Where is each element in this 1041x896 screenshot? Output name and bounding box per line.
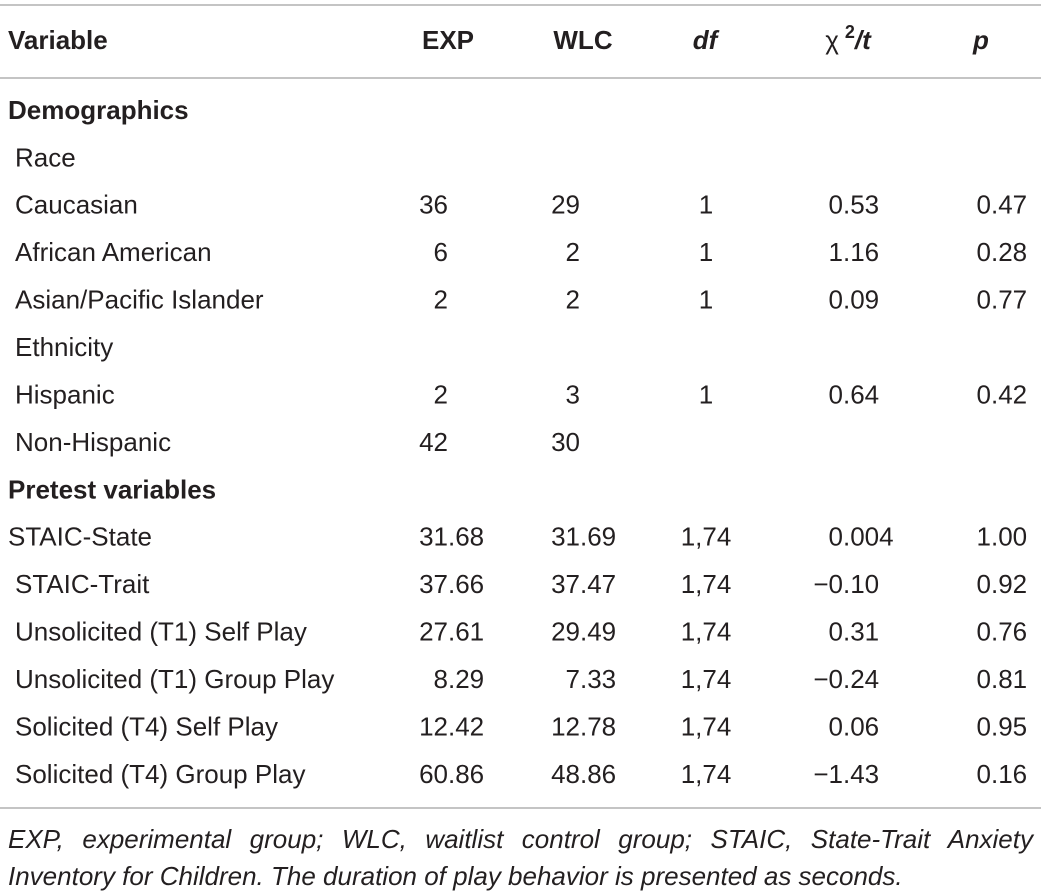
- cell: 0.92: [977, 569, 1028, 599]
- row-label: Solicited (T4) Self Play: [15, 711, 278, 741]
- row-label: Hispanic: [15, 379, 115, 409]
- section-label: Pretest variables: [8, 474, 216, 504]
- row-label: Unsolicited (T1) Self Play: [15, 617, 307, 647]
- cell: 1: [699, 285, 713, 315]
- header-cell: χ 2/t: [825, 22, 872, 55]
- row-label: Ethnicity: [15, 332, 113, 362]
- cell: 2: [434, 285, 448, 315]
- cell: 12.42: [419, 711, 484, 741]
- cell: 6: [434, 237, 448, 267]
- cell: 37.47: [551, 569, 616, 599]
- cell: 0.64: [829, 379, 880, 409]
- cell: 60.86: [419, 759, 484, 789]
- cell: 0.76: [977, 617, 1028, 647]
- row-label: Asian/Pacific Islander: [15, 285, 264, 315]
- cell: 8.29: [434, 664, 485, 694]
- cell: 1.00: [977, 522, 1028, 552]
- cell: 0.004: [829, 522, 894, 552]
- header-cell: p: [972, 25, 989, 55]
- cell: 1,74: [681, 569, 732, 599]
- header-superscript: 2: [845, 22, 855, 42]
- cell: 1,74: [681, 759, 732, 789]
- row-label: Caucasian: [15, 190, 138, 220]
- cell: 29.49: [551, 617, 616, 647]
- cell: 2: [434, 379, 448, 409]
- cell: 1,74: [681, 617, 732, 647]
- row-label: Race: [15, 142, 76, 172]
- cell: 0.42: [977, 379, 1028, 409]
- row-label: Solicited (T4) Group Play: [15, 759, 305, 789]
- cell: 29: [551, 190, 580, 220]
- cell: 0.95: [977, 711, 1028, 741]
- cell: 0.16: [977, 759, 1028, 789]
- header-cell: WLC: [553, 25, 612, 55]
- header-cell: Variable: [8, 25, 108, 55]
- cell: 48.86: [551, 759, 616, 789]
- cell: 0.28: [977, 237, 1028, 267]
- section-label: Demographics: [8, 95, 189, 125]
- cell: −0.10: [813, 569, 879, 599]
- cell: 30: [551, 427, 580, 457]
- cell: 36: [419, 190, 448, 220]
- cell: −1.43: [813, 759, 879, 789]
- cell: 7.33: [566, 664, 617, 694]
- row-label: African American: [15, 237, 212, 267]
- cell: 0.77: [977, 285, 1028, 315]
- cell: 42: [419, 427, 448, 457]
- cell: 1,74: [681, 711, 732, 741]
- cell: 1.16: [829, 237, 880, 267]
- footnote: EXP, experimental group; WLC, waitlist c…: [8, 824, 1033, 891]
- cell: 3: [566, 379, 580, 409]
- cell: 31.68: [419, 522, 484, 552]
- row-label: STAIC-Trait: [15, 569, 150, 599]
- cell: 0.09: [829, 285, 880, 315]
- cell: 27.61: [419, 617, 484, 647]
- cell: 1,74: [681, 664, 732, 694]
- header-cell: df: [693, 25, 720, 55]
- header-cell: EXP: [422, 25, 474, 55]
- cell: 1: [699, 379, 713, 409]
- cell: 0.53: [829, 190, 880, 220]
- cell: 2: [566, 285, 580, 315]
- row-label: STAIC-State: [8, 522, 152, 552]
- row-label: Non-Hispanic: [15, 427, 171, 457]
- cell: 1,74: [681, 522, 732, 552]
- cell: 12.78: [551, 711, 616, 741]
- cell: 2: [566, 237, 580, 267]
- cell: −0.24: [813, 664, 879, 694]
- cell: 1: [699, 190, 713, 220]
- cell: 0.31: [829, 617, 880, 647]
- header-symbol: χ: [825, 25, 839, 55]
- cell: 0.06: [829, 711, 880, 741]
- cell: 0.81: [977, 664, 1028, 694]
- header-suffix: /t: [854, 25, 872, 55]
- row-label: Unsolicited (T1) Group Play: [15, 664, 334, 694]
- cell: 31.69: [551, 522, 616, 552]
- cell: 1: [699, 237, 713, 267]
- cell: 37.66: [419, 569, 484, 599]
- cell: 0.47: [977, 190, 1028, 220]
